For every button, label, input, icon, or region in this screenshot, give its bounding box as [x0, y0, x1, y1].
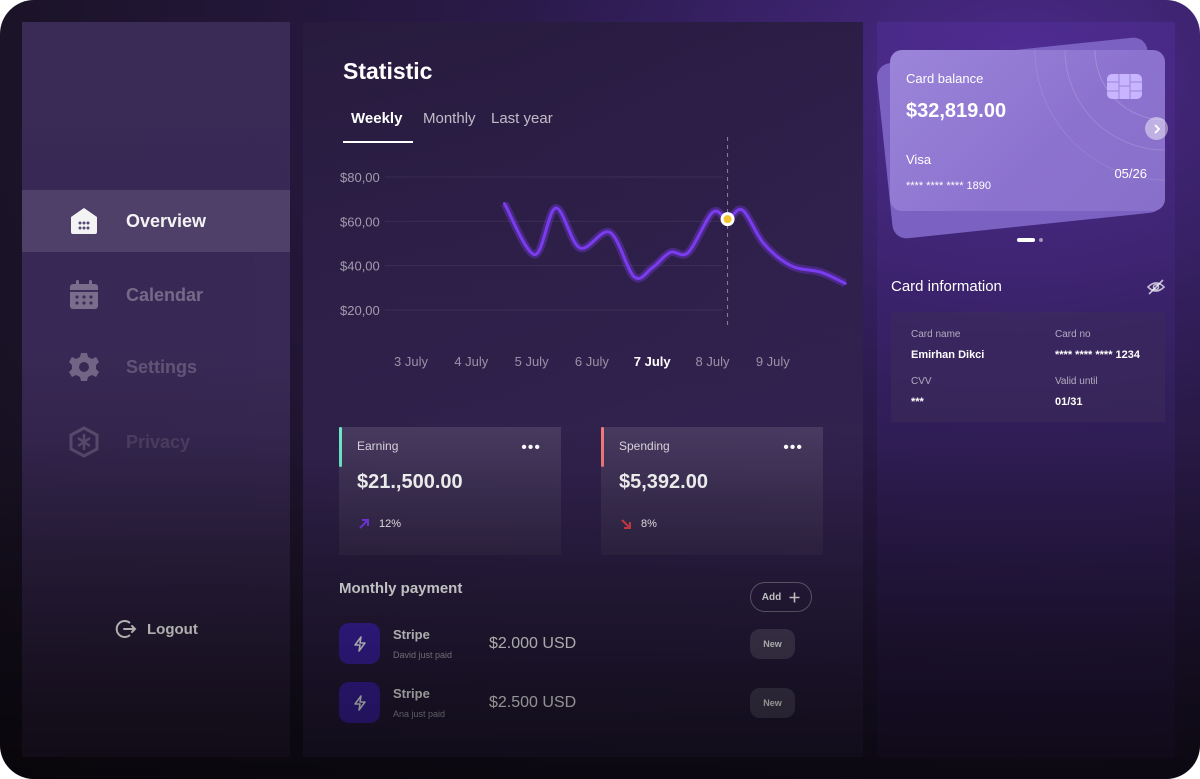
spending-label: Spending — [619, 439, 670, 453]
card-name-label: Card name — [911, 329, 961, 340]
logout-icon — [115, 620, 137, 638]
earning-change: 12% — [379, 518, 402, 530]
sidebar-item-settings[interactable]: Settings — [22, 336, 290, 398]
payment-amount: $2.500 USD — [489, 694, 577, 711]
earning-trend: 12% — [357, 517, 401, 531]
x-tick-label: 3 July — [394, 354, 428, 369]
card-name-value: Emirhan Dikci — [911, 349, 985, 361]
x-tick-label: 9 July — [756, 354, 790, 369]
trend-up-icon — [359, 519, 369, 529]
spending-change: 8% — [641, 518, 657, 530]
new-badge[interactable]: New — [750, 629, 795, 659]
card-pager — [1017, 238, 1043, 242]
spending-accent — [601, 427, 604, 467]
more-icon[interactable]: ••• — [521, 439, 541, 456]
eye-off-icon[interactable] — [1146, 277, 1166, 297]
card-no-label: Card no — [1055, 329, 1091, 340]
tab-monthly[interactable]: Monthly — [423, 110, 476, 127]
card-number: **** **** **** 1890 — [906, 180, 992, 192]
sidebar-item-overview[interactable]: Overview — [22, 190, 290, 252]
x-tick-label: 7 July — [634, 354, 672, 369]
plus-icon — [789, 592, 800, 602]
earning-value: $21.,500.00 — [357, 471, 463, 493]
spending-value: $5,392.00 — [619, 471, 708, 493]
y-tick-label: $20,00 — [340, 303, 380, 318]
chevron-right-icon — [1153, 123, 1160, 134]
earning-accent — [339, 427, 342, 467]
x-tick-label: 8 July — [696, 354, 730, 369]
payment-subtitle: David just paid — [393, 650, 453, 660]
stripe-logo — [339, 682, 380, 723]
next-card-button[interactable] — [1145, 117, 1168, 140]
card-info-title: Card information — [891, 278, 1002, 295]
cvv-value: *** — [911, 396, 924, 408]
card-no-value: **** **** **** 1234 — [1055, 349, 1141, 361]
shield-icon — [69, 426, 99, 458]
trend-down-icon — [621, 519, 631, 529]
highlight-point — [723, 215, 732, 224]
card-info-box: Card name Emirhan Dikci Card no **** ***… — [891, 312, 1165, 422]
payment-row[interactable]: Stripe Ana just paid $2.500 USD New — [339, 682, 799, 724]
payment-subtitle: Ana just paid — [393, 709, 446, 719]
series-line — [502, 202, 847, 285]
valid-until-label: Valid until — [1055, 376, 1098, 387]
credit-card[interactable]: Card balance $32,819.00 Visa **** **** *… — [890, 50, 1165, 211]
sidebar-item-label: Privacy — [126, 431, 191, 452]
stripe-logo — [339, 623, 380, 664]
home-icon — [71, 208, 97, 234]
y-tick-label: $60,00 — [340, 214, 380, 229]
payment-row[interactable]: Stripe David just paid $2.000 USD New — [339, 623, 799, 665]
sidebar: Overview Calendar Settings Pr — [22, 22, 290, 757]
spending-trend: 8% — [619, 517, 657, 531]
payment-name: Stripe — [393, 686, 430, 701]
pager-dot[interactable] — [1039, 238, 1043, 242]
sidebar-item-label: Calendar — [126, 284, 204, 305]
logout-label: Logout — [147, 620, 198, 638]
x-tick-label: 4 July — [454, 354, 488, 369]
chip-lines — [1107, 74, 1142, 99]
lightning-icon — [353, 694, 366, 711]
pager-dot-active[interactable] — [1017, 238, 1035, 242]
tab-last-year[interactable]: Last year — [491, 110, 553, 127]
y-tick-label: $80,00 — [340, 170, 380, 185]
statistic-chart: $80,00 $60,00 $40,00 $20,00 3 July 4 July 5 Ju… — [340, 137, 847, 369]
y-tick-label: $40,00 — [340, 259, 380, 274]
new-badge[interactable]: New — [750, 688, 795, 718]
gear-icon — [69, 353, 99, 381]
lightning-icon — [353, 635, 366, 652]
tab-underline — [343, 141, 413, 143]
payment-amount: $2.000 USD — [489, 635, 577, 652]
sidebar-item-label: Settings — [126, 356, 198, 377]
card-balance-label: Card balance — [906, 71, 984, 86]
earning-label: Earning — [357, 439, 399, 453]
monthly-payment-title: Monthly payment — [339, 580, 463, 597]
page-title: Statistic — [343, 58, 433, 84]
card-expiry: 05/26 — [1114, 166, 1147, 181]
x-tick-label: 5 July — [515, 354, 549, 369]
main-panel: Statistic Weekly Monthly Last year $80,0… — [303, 22, 863, 757]
valid-until-value: 01/31 — [1055, 396, 1083, 408]
x-tick-label: 6 July — [575, 354, 609, 369]
more-icon[interactable]: ••• — [783, 439, 803, 456]
chip-icon — [1107, 74, 1142, 99]
cvv-label: CVV — [911, 376, 932, 387]
sidebar-item-privacy[interactable]: Privacy — [22, 411, 290, 473]
series-line-glow — [500, 201, 847, 288]
sidebar-item-label: Overview — [126, 210, 207, 231]
card-type: Visa — [906, 152, 932, 167]
logout-button[interactable]: Logout — [115, 618, 198, 640]
card-balance: $32,819.00 — [906, 100, 1007, 122]
payment-name: Stripe — [393, 627, 430, 642]
spending-card: Spending ••• $5,392.00 8% — [601, 427, 823, 555]
add-payment-button[interactable]: Add — [750, 582, 812, 612]
earning-card: Earning ••• $21.,500.00 12% — [339, 427, 561, 555]
calendar-icon — [70, 280, 98, 309]
add-label: Add — [761, 591, 782, 603]
sidebar-item-calendar[interactable]: Calendar — [22, 264, 290, 326]
tab-weekly[interactable]: Weekly — [351, 110, 403, 127]
